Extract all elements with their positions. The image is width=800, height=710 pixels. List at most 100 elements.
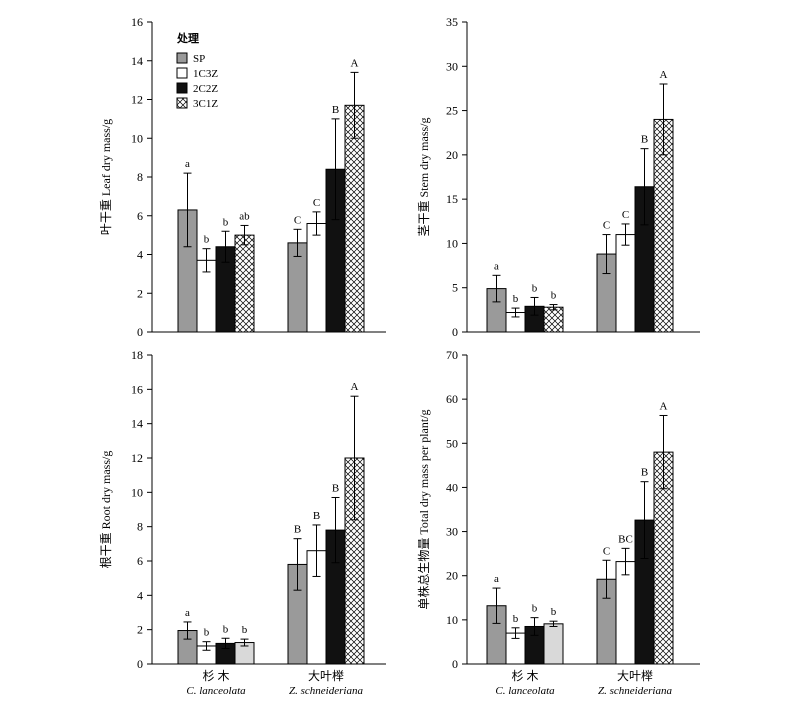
x-category-latin: C. lanceolata xyxy=(186,685,246,697)
legend-label: 2C2Z xyxy=(193,83,218,95)
x-category-latin: Z. schneideriana xyxy=(598,685,672,697)
legend-label: SP xyxy=(193,53,205,65)
y-tick-label: 4 xyxy=(137,588,143,602)
significance-label: b xyxy=(551,606,557,618)
y-axis-label: 根干重 Root dry mass/g xyxy=(99,451,113,569)
y-tick-label: 14 xyxy=(131,54,143,68)
x-category-label: 大叶榉 xyxy=(308,669,344,683)
significance-label: C xyxy=(294,214,301,226)
y-tick-label: 12 xyxy=(131,93,143,107)
y-tick-label: 10 xyxy=(131,485,143,499)
significance-label: b xyxy=(223,623,229,635)
significance-label: BC xyxy=(618,533,633,545)
significance-label: b xyxy=(204,234,210,246)
x-category-latin: C. lanceolata xyxy=(495,685,555,697)
significance-label: B xyxy=(641,134,648,146)
y-tick-label: 40 xyxy=(446,480,458,494)
bar xyxy=(543,623,564,665)
y-tick-label: 6 xyxy=(137,209,143,223)
significance-label: b xyxy=(242,624,248,636)
bar xyxy=(234,234,255,333)
significance-label: a xyxy=(494,260,499,272)
y-tick-label: 5 xyxy=(452,281,458,295)
x-category-label: 杉 木 xyxy=(202,669,229,683)
y-tick-label: 0 xyxy=(137,325,143,339)
chart-panel-3: 0 2 4 6 8 10 12 14 16 18 根干重 Root dry mass/g a b b b 杉 … xyxy=(99,348,386,697)
y-tick-label: 16 xyxy=(131,15,143,29)
significance-label: C xyxy=(622,209,629,221)
significance-label: B xyxy=(294,524,301,536)
y-tick-label: 4 xyxy=(137,248,143,262)
bar xyxy=(615,234,636,333)
significance-label: b xyxy=(532,603,538,615)
y-tick-label: 10 xyxy=(131,131,143,145)
legend-swatch xyxy=(176,52,188,64)
significance-label: B xyxy=(332,482,339,494)
y-tick-label: 18 xyxy=(131,348,143,362)
significance-label: b xyxy=(513,293,519,305)
y-tick-label: 30 xyxy=(446,59,458,73)
y-axis-label: 单株总生物量 Total dry mass per plant/g xyxy=(416,409,431,609)
significance-label: ab xyxy=(239,210,250,222)
y-tick-label: 6 xyxy=(137,554,143,568)
significance-label: A xyxy=(660,400,668,412)
y-tick-label: 50 xyxy=(446,436,458,450)
significance-label: a xyxy=(185,607,190,619)
bar xyxy=(344,104,365,333)
y-tick-label: 10 xyxy=(446,613,458,627)
y-tick-label: 8 xyxy=(137,170,143,184)
y-tick-label: 0 xyxy=(452,325,458,339)
y-tick-label: 14 xyxy=(131,417,143,431)
legend-swatch xyxy=(176,82,188,94)
bar xyxy=(615,561,636,665)
y-axis-label: 叶干重 Leaf dry mass/g xyxy=(99,119,113,235)
legend-title: 处理 xyxy=(176,31,199,45)
y-tick-label: 8 xyxy=(137,520,143,534)
significance-label: B xyxy=(332,104,339,116)
significance-label: B xyxy=(313,510,320,522)
legend-swatch xyxy=(176,67,188,79)
y-tick-label: 30 xyxy=(446,525,458,539)
x-category-label: 大叶榉 xyxy=(617,669,653,683)
significance-label: a xyxy=(185,158,190,170)
significance-label: C xyxy=(603,220,610,232)
significance-label: A xyxy=(660,69,668,81)
significance-label: b xyxy=(513,613,519,625)
y-tick-label: 2 xyxy=(137,623,143,637)
significance-label: A xyxy=(351,381,359,393)
significance-label: a xyxy=(494,573,499,585)
significance-label: C xyxy=(603,545,610,557)
bar xyxy=(306,223,327,333)
y-tick-label: 16 xyxy=(131,382,143,396)
y-tick-label: 20 xyxy=(446,569,458,583)
bar xyxy=(543,306,564,333)
significance-label: b xyxy=(532,282,538,294)
significance-label: A xyxy=(351,57,359,69)
x-category-label: 杉 木 xyxy=(511,669,538,683)
legend: 处理 SP 1C3Z 2C2Z 3C1Z xyxy=(176,31,218,110)
y-tick-label: 15 xyxy=(446,192,458,206)
y-tick-label: 35 xyxy=(446,15,458,29)
significance-label: b xyxy=(223,216,229,228)
significance-label: b xyxy=(551,290,557,302)
legend-label: 3C1Z xyxy=(193,98,218,110)
significance-label: b xyxy=(204,627,210,639)
y-tick-label: 10 xyxy=(446,236,458,250)
chart-panel-2: 0 5 10 15 20 25 30 35 茎干重 Stem dry mass/g a b b b CC B… xyxy=(417,15,700,339)
y-tick-label: 25 xyxy=(446,104,458,118)
y-tick-label: 0 xyxy=(452,657,458,671)
significance-label: C xyxy=(313,197,320,209)
x-category-latin: Z. schneideriana xyxy=(289,685,363,697)
chart-panel-4: 0 10 20 30 40 50 60 70 单株总生物量 Total dry mass per… xyxy=(416,348,700,697)
y-tick-label: 20 xyxy=(446,148,458,162)
significance-label: B xyxy=(641,467,648,479)
legend-label: 1C3Z xyxy=(193,68,218,80)
y-tick-label: 12 xyxy=(131,451,143,465)
y-tick-label: 70 xyxy=(446,348,458,362)
y-tick-label: 0 xyxy=(137,657,143,671)
y-tick-label: 60 xyxy=(446,392,458,406)
legend-swatch xyxy=(176,97,188,109)
y-axis-label: 茎干重 Stem dry mass/g xyxy=(417,118,431,237)
